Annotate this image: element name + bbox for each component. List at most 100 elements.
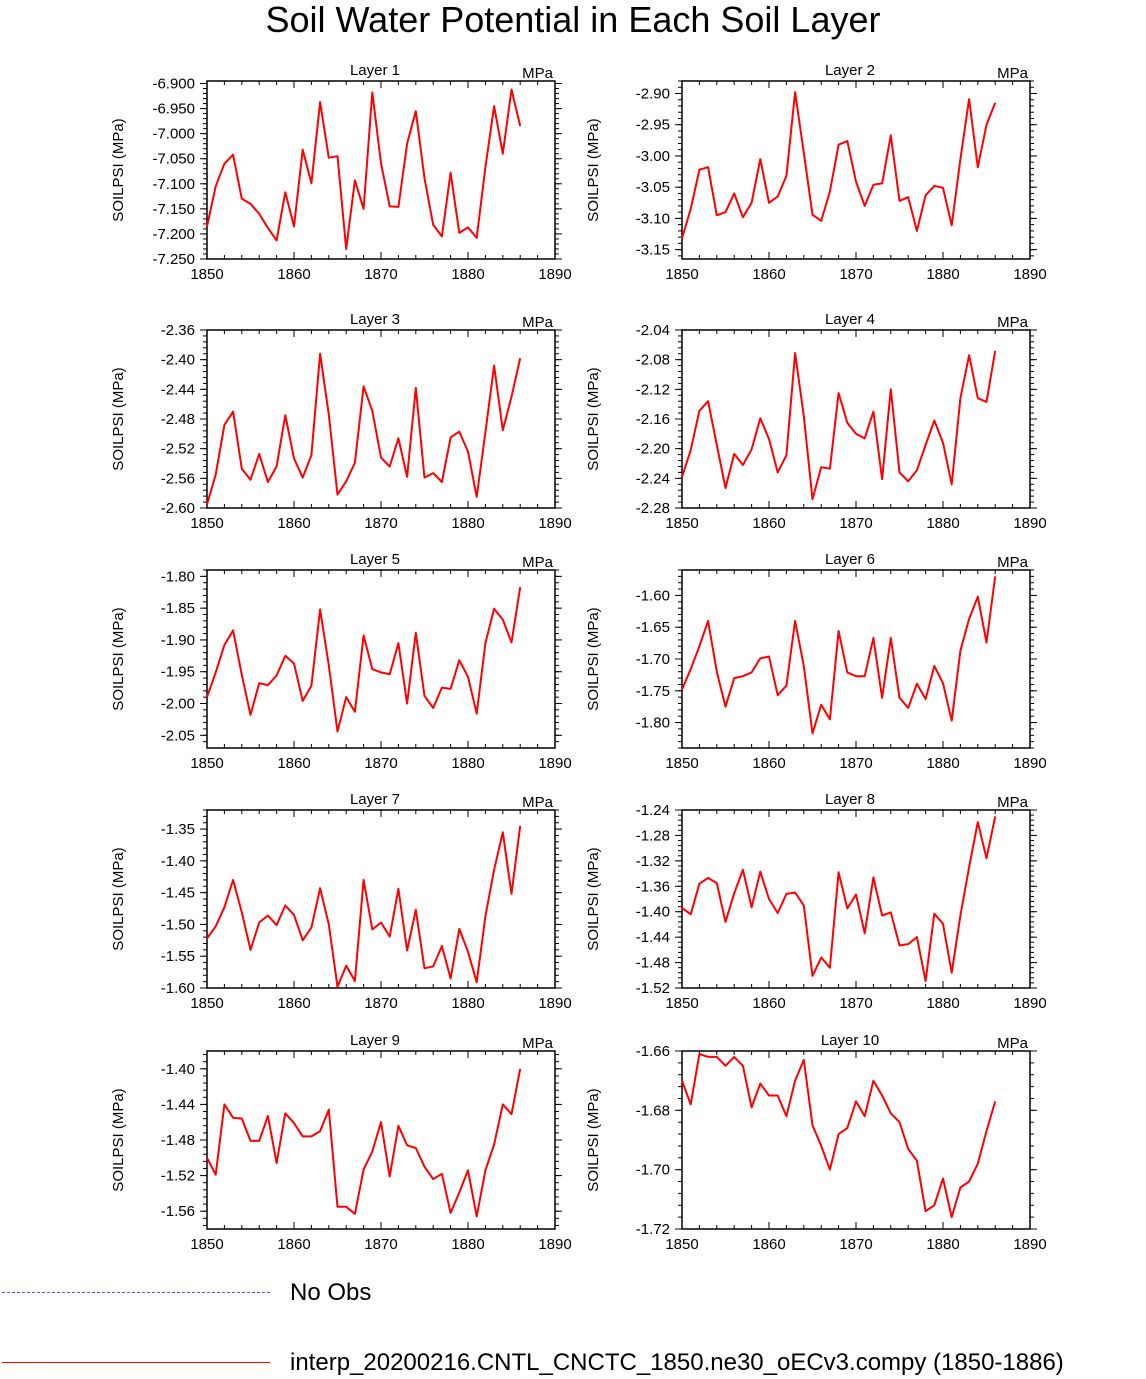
x-tick-label: 1880: [451, 515, 484, 532]
x-tick-label: 1860: [752, 1236, 785, 1253]
y-axis-label: SOILPSI (MPa): [110, 1088, 127, 1191]
y-tick-label: -2.08: [636, 352, 670, 369]
x-tick-label: 1870: [839, 266, 872, 283]
x-tick-label: 1870: [839, 1236, 872, 1253]
y-tick-label: -7.100: [152, 176, 195, 193]
x-tick-label: 1860: [277, 1236, 310, 1253]
y-tick-label: -7.200: [152, 226, 195, 243]
y-tick-label: -2.36: [161, 322, 195, 339]
legend-swatch-no-obs: [2, 1292, 270, 1293]
y-tick-label: -7.250: [152, 251, 195, 268]
panel-title: Layer 8: [825, 791, 875, 808]
y-tick-label: -2.40: [161, 352, 195, 369]
y-tick-label: -2.60: [161, 500, 195, 517]
plot-frame: [681, 1050, 1031, 1230]
panel-units: MPa: [522, 554, 554, 571]
chart-panel-layer-8: Layer 8 MPa SOILPSI (MPa) 1850 1860 1870 1880 1…: [585, 791, 1047, 1012]
y-tick-label: -2.04: [636, 322, 670, 339]
x-tick-label: 1860: [277, 995, 310, 1012]
y-tick-label: -1.48: [636, 955, 670, 972]
y-tick-label: -2.12: [636, 381, 670, 398]
series-line: [681, 91, 997, 239]
y-axis-label: SOILPSI (MPa): [110, 607, 127, 710]
y-tick-label: -2.20: [636, 441, 670, 458]
x-tick-label: 1890: [538, 755, 571, 772]
x-tick-label: 1860: [277, 515, 310, 532]
panel-units: MPa: [522, 65, 554, 82]
panel-units: MPa: [522, 1035, 554, 1052]
panel-title: Layer 1: [350, 62, 400, 79]
series-line: [206, 587, 522, 733]
x-tick-label: 1860: [752, 995, 785, 1012]
panel-title: Layer 6: [825, 551, 875, 568]
y-tick-label: -1.80: [636, 715, 670, 732]
y-tick-label: -1.40: [636, 904, 670, 921]
y-tick-label: -2.05: [161, 727, 195, 744]
y-axis-label: SOILPSI (MPa): [585, 367, 602, 470]
y-tick-label: -7.000: [152, 126, 195, 143]
x-tick-label: 1870: [839, 995, 872, 1012]
y-tick-label: -1.52: [161, 1168, 195, 1185]
y-tick-label: -2.16: [636, 411, 670, 428]
chart-panel-layer-5: Layer 5 MPa SOILPSI (MPa) 1850 1860 1870 1880 1…: [110, 551, 572, 772]
x-tick-label: 1870: [364, 995, 397, 1012]
x-tick-label: 1880: [926, 1236, 959, 1253]
y-tick-label: -1.60: [636, 587, 670, 604]
y-tick-label: -1.32: [636, 853, 670, 870]
panel-title: Layer 9: [350, 1032, 400, 1049]
x-tick-label: 1880: [926, 995, 959, 1012]
y-axis-label: SOILPSI (MPa): [585, 118, 602, 221]
y-tick-label: -2.52: [161, 441, 195, 458]
chart-panel-layer-1: Layer 1 MPa SOILPSI (MPa) 1850 1860 1870 1880 1…: [110, 62, 572, 283]
y-tick-label: -1.44: [636, 929, 670, 946]
legend-label-no-obs: No Obs: [290, 1279, 372, 1306]
series-line: [206, 825, 522, 988]
x-tick-label: 1890: [1013, 995, 1046, 1012]
y-tick-label: -2.24: [636, 470, 670, 487]
x-tick-label: 1850: [190, 755, 223, 772]
y-tick-label: -1.52: [636, 980, 670, 997]
y-tick-label: -6.900: [152, 76, 195, 93]
y-tick-label: -1.65: [636, 619, 670, 636]
panel-title: Layer 3: [350, 311, 400, 328]
y-axis-label: SOILPSI (MPa): [585, 847, 602, 950]
panel-title: Layer 2: [825, 62, 875, 79]
y-tick-label: -2.00: [161, 696, 195, 713]
series-line: [681, 350, 997, 501]
y-tick-label: -1.60: [161, 980, 195, 997]
x-tick-label: 1860: [752, 266, 785, 283]
x-tick-label: 1860: [752, 755, 785, 772]
x-tick-label: 1870: [364, 1236, 397, 1253]
y-tick-label: -1.28: [636, 827, 670, 844]
y-tick-label: -6.950: [152, 101, 195, 118]
y-tick-label: -1.40: [161, 853, 195, 870]
y-tick-label: -1.70: [636, 1162, 670, 1179]
x-tick-label: 1880: [926, 755, 959, 772]
page-title: Soil Water Potential in Each Soil Layer: [265, 0, 881, 40]
y-axis-label: SOILPSI (MPa): [585, 1088, 602, 1191]
series-line: [206, 352, 522, 505]
y-tick-label: -1.68: [636, 1102, 670, 1119]
y-tick-label: -1.36: [636, 878, 670, 895]
x-tick-label: 1870: [364, 515, 397, 532]
y-tick-label: -1.55: [161, 948, 195, 965]
y-tick-label: -7.150: [152, 201, 195, 218]
panel-units: MPa: [997, 65, 1029, 82]
panel-units: MPa: [522, 314, 554, 331]
chart-panel-layer-9: Layer 9 MPa SOILPSI (MPa) 1850 1860 1870 1880 1…: [110, 1032, 572, 1253]
panel-title: Layer 4: [825, 311, 875, 328]
y-axis-label: SOILPSI (MPa): [110, 367, 127, 470]
plot-frame: [206, 80, 556, 260]
y-tick-label: -1.45: [161, 885, 195, 902]
legend-item-model-run: interp_20200216.CNTL_CNCTC_1850.ne30_oEC…: [0, 1348, 1146, 1378]
y-tick-label: -3.00: [636, 148, 670, 165]
y-tick-label: -3.15: [636, 242, 670, 259]
x-tick-label: 1860: [277, 755, 310, 772]
y-tick-label: -1.75: [636, 683, 670, 700]
x-tick-label: 1860: [752, 515, 785, 532]
x-tick-label: 1850: [665, 515, 698, 532]
x-tick-label: 1850: [190, 515, 223, 532]
x-tick-label: 1850: [665, 755, 698, 772]
charts-panel: Layer 1 MPa SOILPSI (MPa) 1850 1860 1870 1880 1…: [110, 62, 1047, 1253]
x-tick-label: 1880: [926, 266, 959, 283]
